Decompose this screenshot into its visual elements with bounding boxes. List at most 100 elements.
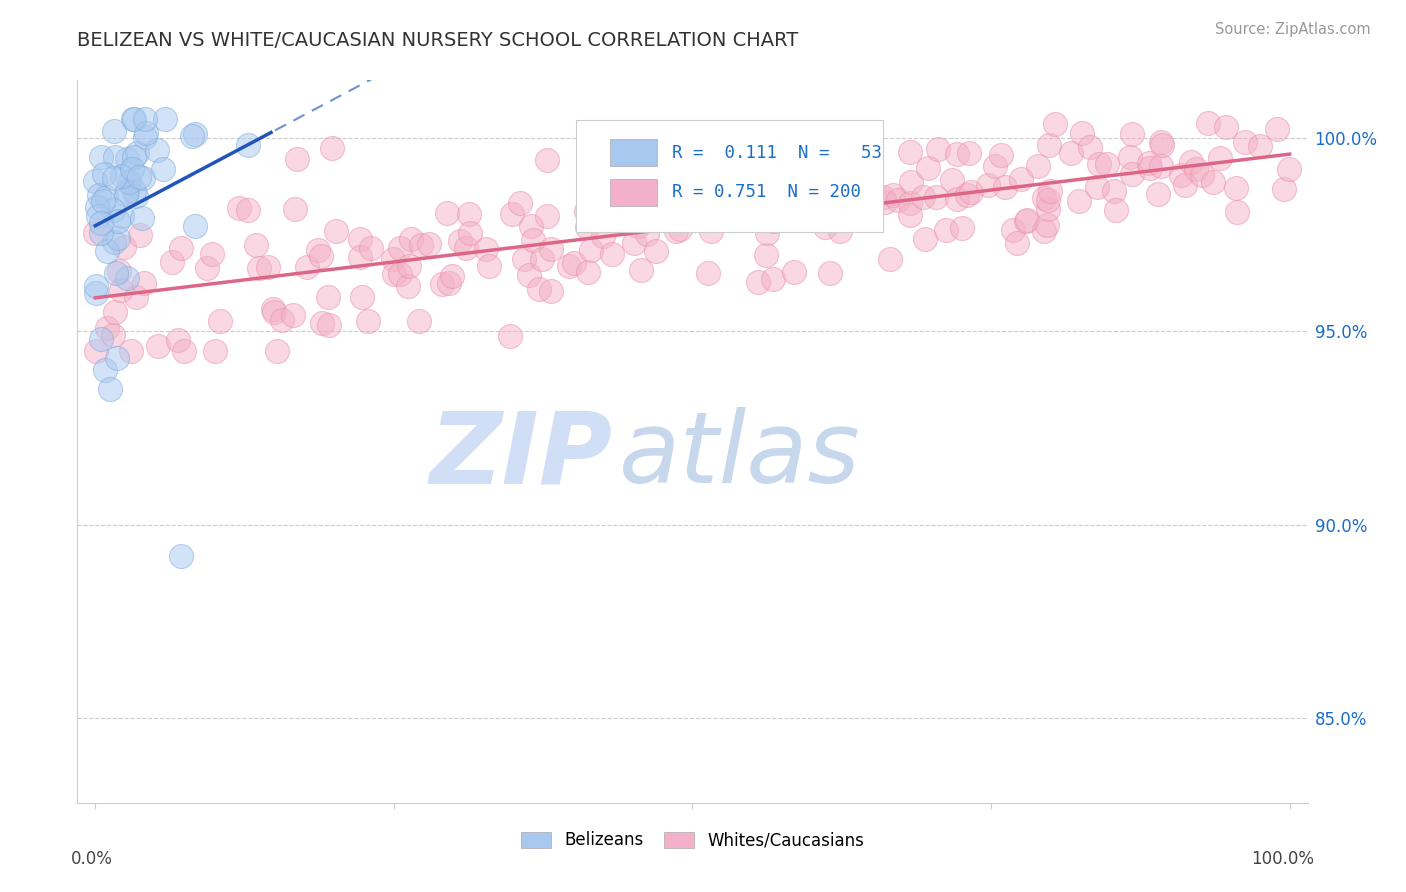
Point (957, 145, 980, 160)
Point (879, 252, 901, 266)
Point (959, 185, 981, 199)
Legend: Belizeans, Whites/Caucasians: Belizeans, Whites/Caucasians (515, 824, 870, 856)
Point (579, 201, 602, 215)
Point (1184, 162, 1206, 177)
Point (115, 152, 138, 166)
Point (228, 201, 250, 215)
Point (103, 123, 125, 137)
Point (103, 327, 125, 342)
Point (540, 284, 562, 298)
Point (519, 219, 541, 233)
Point (911, 190, 934, 204)
Point (318, 318, 340, 332)
Point (262, 301, 284, 316)
Point (295, 260, 318, 274)
Point (411, 238, 433, 252)
Point (638, 164, 661, 178)
Point (882, 188, 904, 202)
Point (756, 227, 779, 241)
Point (1226, 205, 1249, 219)
Point (184, 219, 207, 233)
Point (307, 243, 329, 257)
Point (1278, 161, 1301, 176)
Point (648, 189, 671, 203)
Point (90, 217, 112, 231)
Point (208, 314, 231, 328)
Point (152, 162, 174, 177)
Point (575, 219, 598, 234)
Point (396, 279, 419, 293)
Text: atlas: atlas (619, 408, 860, 505)
Point (104, 305, 127, 319)
Point (603, 210, 626, 224)
Point (94, 363, 117, 377)
Point (1078, 139, 1101, 153)
Point (122, 184, 145, 198)
Point (478, 260, 501, 274)
Point (1095, 157, 1118, 171)
Point (184, 127, 207, 141)
Point (872, 190, 894, 204)
Point (1033, 191, 1056, 205)
Point (449, 234, 471, 248)
Point (1174, 178, 1197, 192)
Point (513, 252, 536, 266)
Point (110, 283, 132, 297)
Point (122, 150, 145, 164)
Point (440, 268, 463, 283)
Point (658, 212, 681, 227)
Point (236, 202, 259, 217)
Point (1105, 202, 1128, 217)
Point (86, 200, 108, 214)
Point (630, 263, 652, 277)
Text: BELIZEAN VS WHITE/CAUCASIAN NURSERY SCHOOL CORRELATION CHART: BELIZEAN VS WHITE/CAUCASIAN NURSERY SCHO… (77, 31, 799, 50)
Point (669, 222, 692, 236)
Point (1015, 213, 1038, 227)
Point (309, 248, 332, 262)
Point (98, 383, 121, 397)
Point (167, 333, 190, 347)
Text: ZIP: ZIP (429, 408, 613, 505)
Point (664, 224, 686, 238)
Point (382, 267, 405, 281)
Point (1201, 176, 1223, 190)
Point (675, 197, 697, 211)
Point (1265, 121, 1288, 136)
Bar (610, 139, 657, 166)
Point (1085, 179, 1108, 194)
Point (173, 343, 195, 358)
Point (755, 248, 778, 262)
Point (536, 153, 558, 168)
Point (1249, 139, 1271, 153)
Point (1121, 167, 1143, 181)
Point (626, 219, 648, 234)
Point (90, 332, 112, 346)
Point (107, 231, 129, 245)
Point (125, 146, 148, 161)
Point (1139, 161, 1161, 175)
Point (1036, 219, 1059, 233)
Point (976, 178, 998, 192)
Point (1209, 151, 1232, 165)
Point (946, 146, 969, 161)
Point (1104, 184, 1126, 198)
Point (349, 232, 371, 246)
Point (121, 162, 143, 177)
Point (160, 255, 183, 269)
Point (128, 228, 150, 243)
Point (600, 246, 623, 260)
Point (1150, 159, 1173, 173)
Point (311, 316, 333, 330)
Point (437, 277, 460, 291)
Point (94, 190, 117, 204)
Point (263, 305, 285, 319)
Point (131, 211, 153, 225)
Point (927, 142, 949, 156)
Point (124, 112, 146, 126)
Point (134, 112, 156, 126)
Point (90, 226, 112, 240)
Point (284, 202, 307, 217)
Point (1039, 184, 1062, 198)
Point (325, 223, 347, 237)
Point (935, 223, 957, 237)
